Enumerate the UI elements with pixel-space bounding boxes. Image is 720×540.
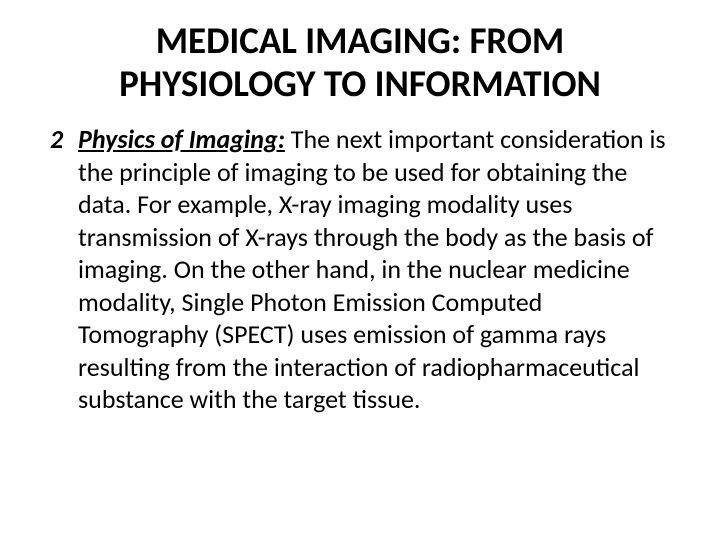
item-body: Physics of Imaging: The next important c… [78,123,670,416]
item-number: 2 [50,123,70,156]
item-heading: Physics of Imaging: [78,123,285,155]
item-text: The next important consideration is the … [78,123,666,415]
content-item: 2 Physics of Imaging: The next important… [50,123,670,416]
page-title: MEDICAL IMAGING: FROM PHYSIOLOGY TO INFO… [50,20,670,105]
